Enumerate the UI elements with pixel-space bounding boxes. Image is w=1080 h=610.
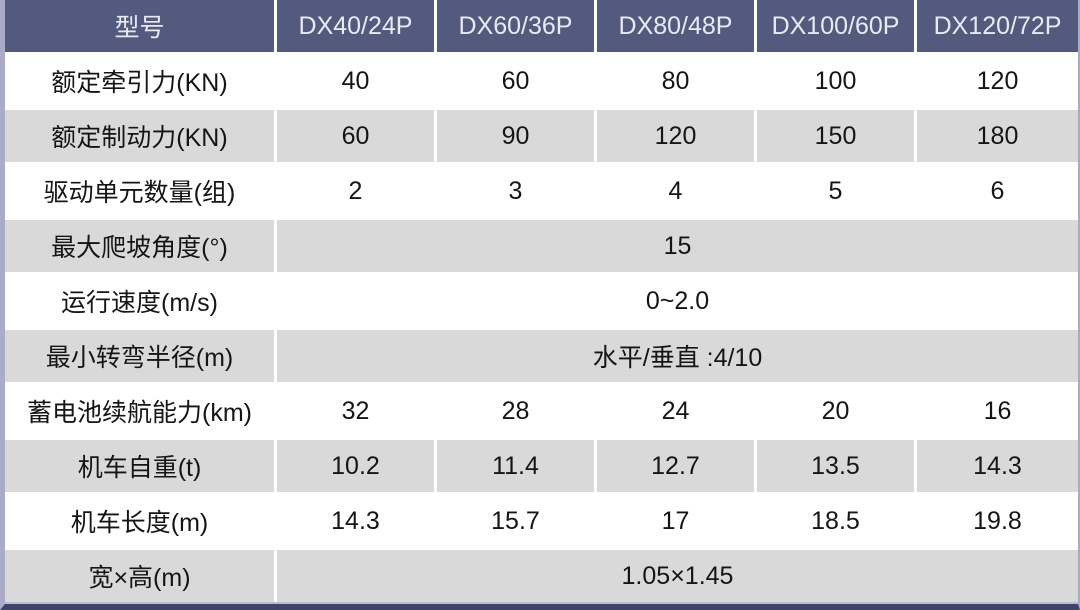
cell-value: 4 <box>597 165 757 220</box>
cell-value: 12.7 <box>597 440 757 495</box>
cell-value: 10.2 <box>277 440 437 495</box>
cell-value: 19.8 <box>917 495 1078 550</box>
table-row-self-weight: 机车自重(t) 10.2 11.4 12.7 13.5 14.3 <box>5 440 1078 495</box>
cell-value: 18.5 <box>757 495 917 550</box>
cell-value: 90 <box>437 110 597 165</box>
cell-span-value: 水平/垂直 :4/10 <box>277 330 1078 385</box>
header-cell-model-3: DX80/48P <box>597 0 757 55</box>
cell-value: 100 <box>757 55 917 110</box>
cell-value: 60 <box>437 55 597 110</box>
header-cell-model-5: DX120/72P <box>917 0 1078 55</box>
table-row-rated-braking: 额定制动力(KN) 60 90 120 150 180 <box>5 110 1078 165</box>
cell-value: 11.4 <box>437 440 597 495</box>
cell-value: 120 <box>597 110 757 165</box>
cell-value: 5 <box>757 165 917 220</box>
header-cell-model-4: DX100/60P <box>757 0 917 55</box>
row-label: 最小转弯半径(m) <box>5 330 277 385</box>
header-row: 型号 DX40/24P DX60/36P DX80/48P DX100/60P … <box>5 0 1078 55</box>
cell-value: 13.5 <box>757 440 917 495</box>
table-row-length: 机车长度(m) 14.3 15.7 17 18.5 19.8 <box>5 495 1078 550</box>
header-cell-model-2: DX60/36P <box>437 0 597 55</box>
cell-value: 14.3 <box>917 440 1078 495</box>
cell-value: 60 <box>277 110 437 165</box>
table-row-min-turn-radius: 最小转弯半径(m) 水平/垂直 :4/10 <box>5 330 1078 385</box>
header-cell-model-label: 型号 <box>5 0 277 55</box>
table-row-width-height: 宽×高(m) 1.05×1.45 <box>5 550 1078 602</box>
table-row-rated-traction: 额定牵引力(KN) 40 60 80 100 120 <box>5 55 1078 110</box>
row-label: 驱动单元数量(组) <box>5 165 277 220</box>
row-label: 额定牵引力(KN) <box>5 55 277 110</box>
cell-value: 24 <box>597 385 757 440</box>
row-label: 机车自重(t) <box>5 440 277 495</box>
cell-value: 120 <box>917 55 1078 110</box>
row-label: 额定制动力(KN) <box>5 110 277 165</box>
table-row-battery-range: 蓄电池续航能力(km) 32 28 24 20 16 <box>5 385 1078 440</box>
row-label: 蓄电池续航能力(km) <box>5 385 277 440</box>
row-label: 机车长度(m) <box>5 495 277 550</box>
cell-value: 80 <box>597 55 757 110</box>
cell-value: 150 <box>757 110 917 165</box>
locomotive-spec-table: 型号 DX40/24P DX60/36P DX80/48P DX100/60P … <box>5 0 1078 602</box>
cell-span-value: 1.05×1.45 <box>277 550 1078 602</box>
cell-value: 16 <box>917 385 1078 440</box>
cell-value: 2 <box>277 165 437 220</box>
cell-value: 17 <box>597 495 757 550</box>
cell-value: 40 <box>277 55 437 110</box>
row-label: 宽×高(m) <box>5 550 277 602</box>
cell-value: 28 <box>437 385 597 440</box>
cell-span-value: 15 <box>277 220 1078 275</box>
cell-value: 32 <box>277 385 437 440</box>
row-label: 运行速度(m/s) <box>5 275 277 330</box>
row-label: 最大爬坡角度(°) <box>5 220 277 275</box>
cell-value: 14.3 <box>277 495 437 550</box>
table-row-max-gradient: 最大爬坡角度(°) 15 <box>5 220 1078 275</box>
header-cell-model-1: DX40/24P <box>277 0 437 55</box>
cell-value: 3 <box>437 165 597 220</box>
cell-value: 15.7 <box>437 495 597 550</box>
cell-value: 20 <box>757 385 917 440</box>
cell-span-value: 0~2.0 <box>277 275 1078 330</box>
table-row-drive-units: 驱动单元数量(组) 2 3 4 5 6 <box>5 165 1078 220</box>
cell-value: 180 <box>917 110 1078 165</box>
table-row-speed: 运行速度(m/s) 0~2.0 <box>5 275 1078 330</box>
cell-value: 6 <box>917 165 1078 220</box>
